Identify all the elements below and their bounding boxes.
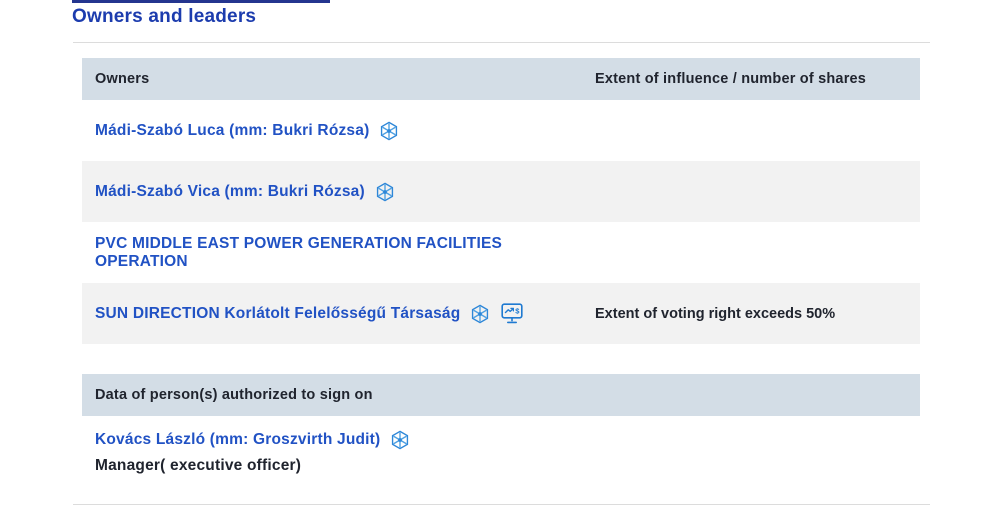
page-title: Owners and leaders	[72, 6, 257, 27]
owner-name-cell: Mádi-Szabó Luca (mm: Bukri Rózsa)	[82, 120, 595, 142]
table-row: PVC MIDDLE EAST POWER GENERATION FACILIT…	[82, 222, 920, 283]
bottom-divider	[73, 504, 930, 505]
snowflake-icon[interactable]	[378, 120, 400, 142]
signer-role: Manager( executive officer)	[95, 457, 302, 474]
svg-text:$: $	[516, 307, 521, 316]
owners-table-header: Owners Extent of influence / number of s…	[82, 58, 920, 100]
owner-name-cell: Mádi-Szabó Vica (mm: Bukri Rózsa)	[82, 181, 595, 203]
owners-table: Owners Extent of influence / number of s…	[82, 58, 920, 344]
column-header-owners: Owners	[95, 71, 150, 87]
signer-name-line: Kovács László (mm: Groszvirth Judit)	[95, 429, 920, 451]
influence-cell: Extent of voting right exceeds 50%	[595, 305, 836, 322]
signatories-table: Data of person(s) authorized to sign on …	[82, 374, 920, 497]
column-header-signatories: Data of person(s) authorized to sign on	[95, 387, 373, 403]
financial-monitor-icon[interactable]: $	[500, 302, 524, 325]
column-header-extent: Extent of influence / number of shares	[595, 71, 867, 87]
table-row: SUN DIRECTION Korlátolt Felelősségű Társ…	[82, 283, 920, 344]
owner-link[interactable]: SUN DIRECTION Korlátolt Felelősségű Társ…	[95, 304, 461, 322]
owner-name-cell: SUN DIRECTION Korlátolt Felelősségű Társ…	[82, 302, 595, 325]
table-row: Kovács László (mm: Groszvirth Judit) Man…	[82, 416, 920, 497]
signer-link[interactable]: Kovács László (mm: Groszvirth Judit)	[95, 431, 381, 448]
owner-link[interactable]: Mádi-Szabó Vica (mm: Bukri Rózsa)	[95, 182, 365, 200]
cropped-text-remnant	[72, 0, 330, 3]
signatories-table-header: Data of person(s) authorized to sign on	[82, 374, 920, 416]
section-divider	[73, 42, 930, 43]
snowflake-icon[interactable]	[389, 429, 411, 451]
snowflake-icon[interactable]	[374, 181, 396, 203]
owner-name-cell: PVC MIDDLE EAST POWER GENERATION FACILIT…	[82, 235, 595, 271]
table-row: Mádi-Szabó Vica (mm: Bukri Rózsa)	[82, 161, 920, 222]
owner-link[interactable]: Mádi-Szabó Luca (mm: Bukri Rózsa)	[95, 121, 370, 139]
snowflake-icon[interactable]	[469, 303, 491, 325]
table-row: Mádi-Szabó Luca (mm: Bukri Rózsa)	[82, 100, 920, 161]
owner-link[interactable]: PVC MIDDLE EAST POWER GENERATION FACILIT…	[95, 234, 503, 270]
